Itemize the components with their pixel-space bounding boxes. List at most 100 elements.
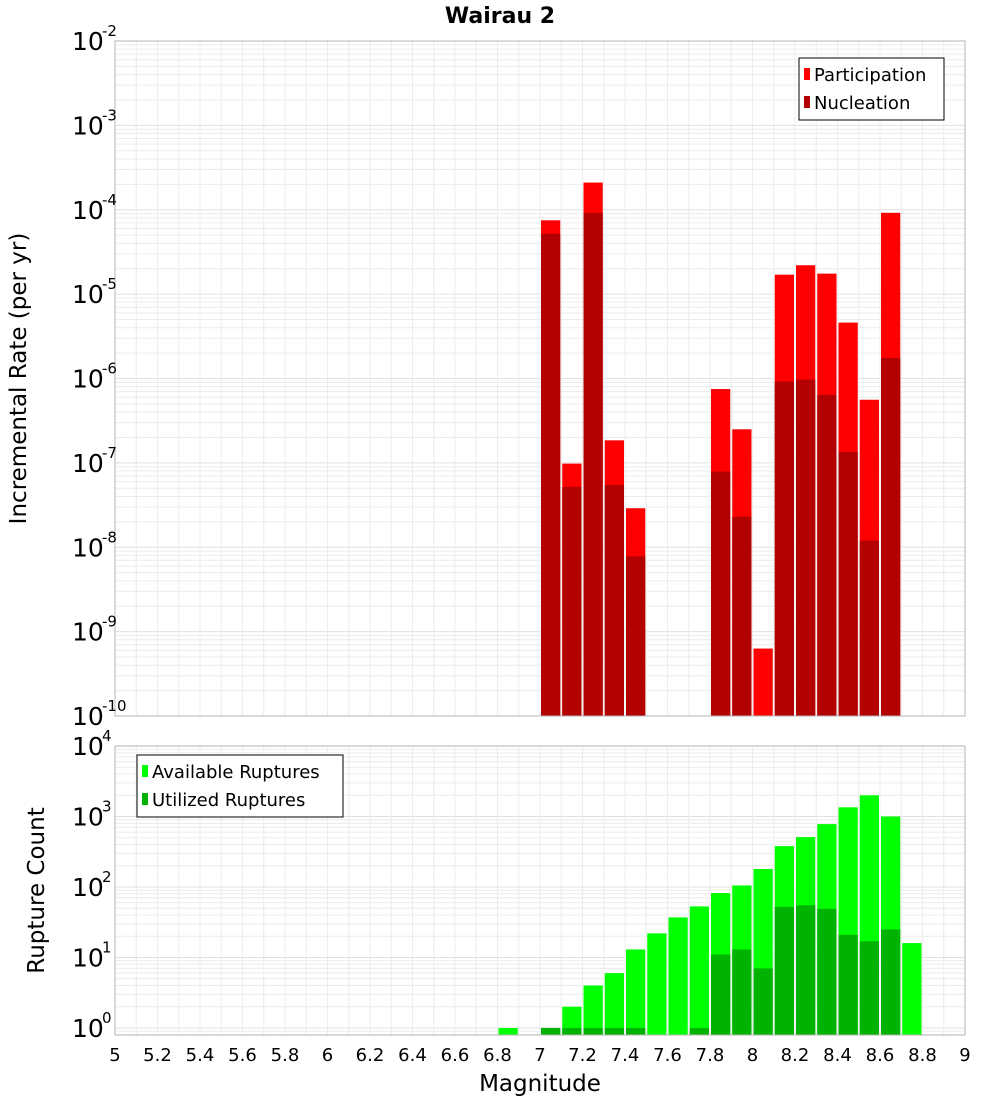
available-ruptures-bar — [668, 917, 688, 1035]
nucleation-bar — [796, 379, 816, 716]
x-tick-label: 8.8 — [908, 1045, 937, 1066]
y-tick-exponent: 4 — [102, 727, 112, 745]
x-tick-label: 8 — [747, 1045, 758, 1066]
y-tick-exponent: -6 — [102, 360, 117, 378]
utilized-ruptures-bar — [796, 905, 816, 1035]
rate-plot-frame — [114, 40, 966, 717]
y-tick-label: 10 — [72, 111, 104, 140]
x-tick-label: 6.6 — [441, 1045, 470, 1066]
legend-swatch — [142, 765, 148, 777]
y-tick-exponent: -9 — [102, 613, 117, 631]
utilized-ruptures-bar — [817, 908, 837, 1035]
utilized-ruptures-bar — [859, 941, 879, 1035]
legend-label: Available Ruptures — [152, 762, 320, 783]
y-tick-label: 10 — [72, 365, 104, 394]
available-ruptures-bar — [626, 949, 646, 1035]
utilized-ruptures-bar — [732, 949, 752, 1035]
y-tick-label: 10 — [72, 27, 104, 56]
y-tick-exponent: 3 — [102, 797, 112, 815]
utilized-ruptures-bar — [562, 1027, 582, 1035]
x-tick-label: 6.4 — [398, 1045, 427, 1066]
participation-bar — [753, 648, 773, 716]
legend-label: Participation — [814, 65, 926, 86]
utilized-ruptures-bar — [753, 968, 773, 1035]
utilized-ruptures-bar — [626, 1027, 646, 1035]
utilized-ruptures-bar — [881, 929, 901, 1035]
nucleation-bar — [774, 381, 794, 716]
x-tick-label: 7.4 — [611, 1045, 640, 1066]
x-tick-label: 8.4 — [823, 1045, 852, 1066]
legend-label: Utilized Ruptures — [152, 790, 305, 811]
x-tick-label: 8.6 — [866, 1045, 895, 1066]
y-tick-exponent: -8 — [102, 528, 117, 546]
x-tick-label: 8.2 — [781, 1045, 810, 1066]
y-tick-exponent: -3 — [102, 106, 117, 124]
nucleation-bar — [711, 471, 731, 716]
y-tick-label: 10 — [72, 702, 104, 731]
available-ruptures-bar — [562, 1006, 582, 1035]
y-tick-label: 10 — [72, 449, 104, 478]
x-tick-label: 7.2 — [568, 1045, 597, 1066]
y-tick-exponent: -4 — [102, 191, 117, 209]
utilized-ruptures-bar — [541, 1027, 561, 1035]
legend-swatch — [142, 793, 148, 805]
utilized-ruptures-bar — [604, 1027, 624, 1035]
nucleation-bar — [604, 484, 624, 716]
legend-label: Nucleation — [814, 93, 910, 114]
y-tick-exponent: -2 — [102, 22, 117, 40]
y-tick-exponent: 2 — [102, 868, 112, 886]
y-tick-label: 10 — [72, 732, 104, 761]
x-tick-label: 7.8 — [696, 1045, 725, 1066]
y-tick-label: 10 — [72, 280, 104, 309]
nucleation-bar — [817, 394, 837, 716]
y-tick-label: 10 — [72, 1014, 104, 1043]
legend-swatch — [804, 96, 810, 108]
y-tick-label: 10 — [72, 943, 104, 972]
y-tick-exponent: 0 — [102, 1009, 112, 1027]
available-ruptures-bar — [498, 1027, 518, 1035]
available-ruptures-bar — [902, 943, 922, 1035]
nucleation-bar — [859, 540, 879, 716]
x-tick-label: 6 — [322, 1045, 333, 1066]
nucleation-bar — [626, 556, 646, 716]
y-tick-label: 10 — [72, 873, 104, 902]
x-tick-label: 5.2 — [143, 1045, 172, 1066]
nucleation-bar — [562, 486, 582, 716]
utilized-ruptures-bar — [583, 1027, 603, 1035]
nucleation-bar — [732, 516, 752, 716]
count-y-axis-label: Rupture Count — [24, 807, 50, 973]
nucleation-bar — [838, 451, 858, 716]
available-ruptures-bar — [583, 985, 603, 1035]
x-tick-label: 6.2 — [356, 1045, 385, 1066]
y-tick-exponent: 1 — [102, 938, 112, 956]
x-axis-label: Magnitude — [479, 1071, 601, 1097]
utilized-ruptures-bar — [711, 954, 731, 1035]
chart-title: Wairau 2 — [445, 4, 555, 29]
nucleation-bar — [881, 357, 901, 716]
y-tick-exponent: -10 — [102, 697, 127, 715]
utilized-ruptures-bar — [689, 1027, 709, 1035]
available-ruptures-bar — [604, 973, 624, 1035]
y-tick-label: 10 — [72, 533, 104, 562]
x-tick-label: 5.8 — [271, 1045, 300, 1066]
nucleation-bar — [541, 233, 561, 716]
x-tick-label: 5.4 — [186, 1045, 215, 1066]
available-ruptures-bar — [647, 933, 667, 1035]
utilized-ruptures-bar — [774, 906, 794, 1035]
rate-legend: Participation Nucleation — [798, 57, 945, 121]
rate-y-axis-label: Incremental Rate (per yr) — [6, 233, 32, 525]
x-tick-label: 6.8 — [483, 1045, 512, 1066]
nucleation-bar — [583, 212, 603, 716]
y-tick-label: 10 — [72, 802, 104, 831]
count-plot-frame — [114, 745, 966, 1036]
x-tick-label: 5.6 — [228, 1045, 257, 1066]
available-ruptures-bar — [689, 906, 709, 1035]
utilized-ruptures-bar — [838, 934, 858, 1035]
x-tick-label: 7 — [534, 1045, 545, 1066]
x-tick-label: 7.6 — [653, 1045, 682, 1066]
y-tick-label: 10 — [72, 196, 104, 225]
y-tick-exponent: -7 — [102, 444, 117, 462]
